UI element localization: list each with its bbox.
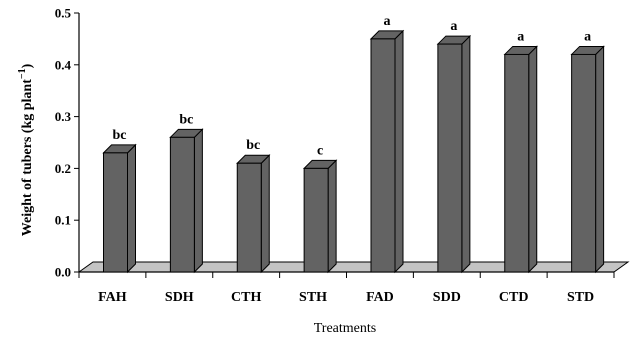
bar-fah [102, 143, 137, 274]
bar-front [169, 136, 195, 273]
chart-floor [77, 261, 630, 273]
significance-label: c [317, 143, 323, 158]
bar-sdh [169, 128, 204, 274]
bar-side [394, 29, 404, 274]
bar-fad [369, 29, 405, 274]
bar-front [571, 53, 597, 273]
significance-label: a [517, 29, 524, 44]
bar-sdd [436, 34, 472, 274]
x-tick-label: FAH [98, 290, 127, 305]
bar-side [327, 159, 337, 274]
y-axis-title-superscript: −1 [17, 68, 28, 79]
significance-label: bc [113, 128, 127, 143]
y-tick-label: 0.3 [55, 109, 72, 124]
bar-front [370, 38, 396, 273]
y-axis-title-main: Weight of tubers (kg plant [20, 79, 35, 236]
y-tick-label: 0.0 [55, 265, 71, 280]
bar-side [127, 143, 136, 274]
bar-side [461, 34, 471, 274]
y-tick-label: 0.2 [55, 161, 71, 176]
x-axis-title: Treatments [314, 321, 376, 336]
bar-ctd [503, 45, 538, 274]
x-tick-label: SDH [165, 290, 194, 305]
chart-bars [102, 29, 605, 274]
bar-front [236, 162, 262, 273]
bar-sth [302, 159, 338, 274]
bar-std [570, 45, 605, 274]
significance-label: a [584, 29, 591, 44]
significance-label: bc [179, 112, 193, 127]
x-tick-label: SDD [433, 290, 461, 305]
y-tick-label: 0.4 [55, 57, 72, 72]
x-tick-label: FAD [366, 290, 394, 305]
x-tick-label: STD [567, 290, 594, 305]
bar-side [193, 128, 203, 274]
bar-side [528, 45, 538, 274]
x-tick-label: CTH [231, 290, 261, 305]
significance-label: a [384, 14, 391, 29]
significance-label: bc [246, 138, 260, 153]
bar-front [103, 152, 128, 273]
y-tick-label: 0.1 [55, 213, 71, 228]
significance-label: a [450, 19, 457, 34]
y-axis-title-close: ) [20, 63, 35, 68]
bar-side [595, 45, 605, 274]
bar-front [504, 53, 530, 273]
bar-front [303, 167, 329, 273]
x-tick-label: CTD [499, 290, 529, 305]
bar-front [437, 43, 463, 273]
chart-labels: bc FAH bc SDH bc CTH c STH a FAD a SDD a CTD a STD [98, 14, 594, 305]
y-tick-label: 0.5 [55, 6, 72, 21]
bar-cth [236, 154, 271, 274]
x-tick-label: STH [299, 290, 327, 305]
bar-side [260, 154, 270, 274]
floor-plane [77, 261, 630, 273]
y-axis-title: Weight of tubers (kg plant−1) [17, 63, 35, 236]
